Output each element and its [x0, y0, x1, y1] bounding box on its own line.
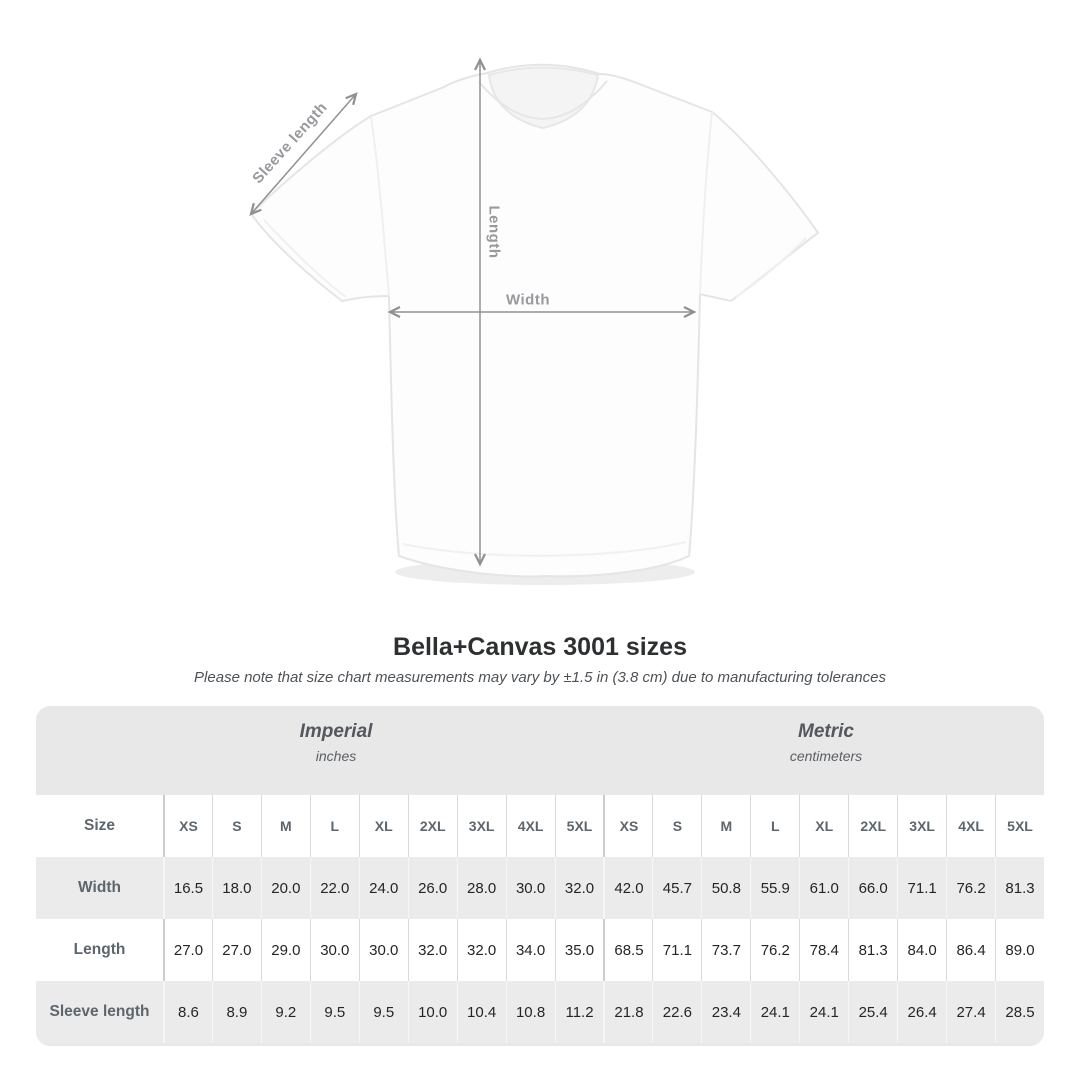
measurement-value-cell: 32.0	[407, 919, 457, 981]
measurement-value-cell: 22.6	[652, 981, 702, 1043]
width-label: Width	[505, 291, 551, 309]
tolerance-note: Please note that size chart measurements…	[194, 669, 886, 686]
measurement-value-cell: 26.0	[407, 857, 457, 919]
measurement-value-cell: 21.8	[603, 981, 653, 1043]
imperial-label: Imperial	[299, 721, 373, 742]
measurement-value-cell: 89.0	[995, 919, 1044, 981]
hem-stitch	[402, 541, 687, 557]
measurement-value-cell: 61.0	[799, 857, 849, 919]
measurement-value-cell: 32.0	[456, 919, 506, 981]
tshirt-illustration	[0, 0, 819, 585]
size-cell: 3XL	[897, 795, 947, 857]
measurement-value-cell: 30.0	[505, 857, 555, 919]
sleeve-length-arrow	[251, 94, 356, 214]
size-cell: M	[701, 795, 751, 857]
size-cell: 4XL	[505, 795, 555, 857]
measurement-row-label: Width	[36, 857, 163, 919]
measurement-value-cell: 45.7	[652, 857, 702, 919]
page-title: Bella+Canvas 3001 sizes	[393, 633, 687, 661]
measurement-value-cell: 22.0	[309, 857, 359, 919]
measurement-row-label: Length	[36, 919, 163, 981]
measurement-value-cell: 16.5	[163, 857, 212, 919]
imperial-group-header: Imperial inches	[300, 721, 373, 764]
measurement-value-cell: 24.1	[799, 981, 849, 1043]
measurement-value-cell: 76.2	[946, 857, 996, 919]
size-chart-card: Imperial inches Metric centimeters Size X…	[36, 706, 1044, 1046]
measurement-value-cell: 86.4	[946, 919, 996, 981]
size-grid: Size XS S M L XL 2XL 3XL 4XL 5XL XS S M L XL 2XL 3XL 4XL 5…	[36, 795, 1044, 1043]
measurement-row-label: Sleeve length	[36, 981, 163, 1043]
size-cell: 5XL	[995, 795, 1044, 857]
size-cell: XS	[603, 795, 653, 857]
measurement-value-cell: 50.8	[701, 857, 751, 919]
tshirt-body	[251, 63, 819, 578]
size-cell: L	[309, 795, 359, 857]
size-column-header: Size	[36, 795, 163, 857]
measurement-value-cell: 30.0	[358, 919, 408, 981]
measurement-value-cell: 71.1	[897, 857, 947, 919]
size-cell: 3XL	[456, 795, 506, 857]
size-cell: 4XL	[946, 795, 996, 857]
size-cell: 5XL	[554, 795, 604, 857]
measurement-value-cell: 84.0	[897, 919, 947, 981]
measurement-value-cell: 8.9	[211, 981, 261, 1043]
length-label: Length	[485, 205, 503, 259]
measurement-value-cell: 9.5	[309, 981, 359, 1043]
measurement-value-cell: 27.4	[946, 981, 996, 1043]
collar-seam	[478, 80, 608, 120]
measurement-value-cell: 9.2	[260, 981, 310, 1043]
measurement-value-cell: 28.5	[995, 981, 1044, 1043]
measurement-value-cell: 27.0	[211, 919, 261, 981]
left-sleeve-seam	[370, 115, 390, 297]
measurement-value-cell: 10.0	[407, 981, 457, 1043]
measurement-value-cell: 24.0	[358, 857, 408, 919]
measurement-value-cell: 32.0	[554, 857, 604, 919]
metric-group-header: Metric centimeters	[790, 721, 862, 764]
measurement-value-cell: 27.0	[163, 919, 212, 981]
measurement-value-cell: 66.0	[848, 857, 898, 919]
measurement-value-cell: 35.0	[554, 919, 604, 981]
measurement-value-cell: 29.0	[260, 919, 310, 981]
measurement-value-cell: 76.2	[750, 919, 800, 981]
measurement-value-cell: 24.1	[750, 981, 800, 1043]
measurement-value-cell: 18.0	[211, 857, 261, 919]
imperial-unit-label: inches	[315, 748, 357, 764]
right-sleeve-seam	[699, 111, 713, 295]
measurement-value-cell: 71.1	[652, 919, 702, 981]
measurement-value-cell: 26.4	[897, 981, 947, 1043]
measurement-value-cell: 20.0	[260, 857, 310, 919]
measurement-value-cell: 23.4	[701, 981, 751, 1043]
measurement-value-cell: 11.2	[554, 981, 604, 1043]
size-cell: L	[750, 795, 800, 857]
left-cuff-fold	[263, 219, 347, 298]
size-cell: M	[260, 795, 310, 857]
metric-unit-label: centimeters	[789, 748, 863, 764]
measurement-value-cell: 81.3	[995, 857, 1044, 919]
measurement-value-cell: 78.4	[799, 919, 849, 981]
measurement-value-cell: 28.0	[456, 857, 506, 919]
measurement-value-cell: 30.0	[309, 919, 359, 981]
size-cell: XS	[163, 795, 212, 857]
measurement-value-cell: 68.5	[603, 919, 653, 981]
metric-label: Metric	[798, 721, 854, 742]
measurement-value-cell: 34.0	[505, 919, 555, 981]
measurement-value-cell: 9.5	[358, 981, 408, 1043]
size-cell: 2XL	[407, 795, 457, 857]
size-cell: S	[211, 795, 261, 857]
measurement-value-cell: 81.3	[848, 919, 898, 981]
measurement-value-cell: 42.0	[603, 857, 653, 919]
size-cell: S	[652, 795, 702, 857]
measurement-value-cell: 25.4	[848, 981, 898, 1043]
size-cell: XL	[799, 795, 849, 857]
measurement-value-cell: 55.9	[750, 857, 800, 919]
measurement-value-cell: 10.8	[505, 981, 555, 1043]
measurement-value-cell: 8.6	[163, 981, 212, 1043]
right-cuff-fold	[735, 237, 807, 298]
measurement-value-cell: 73.7	[701, 919, 751, 981]
measurement-value-cell: 10.4	[456, 981, 506, 1043]
size-cell: XL	[358, 795, 408, 857]
size-cell: 2XL	[848, 795, 898, 857]
